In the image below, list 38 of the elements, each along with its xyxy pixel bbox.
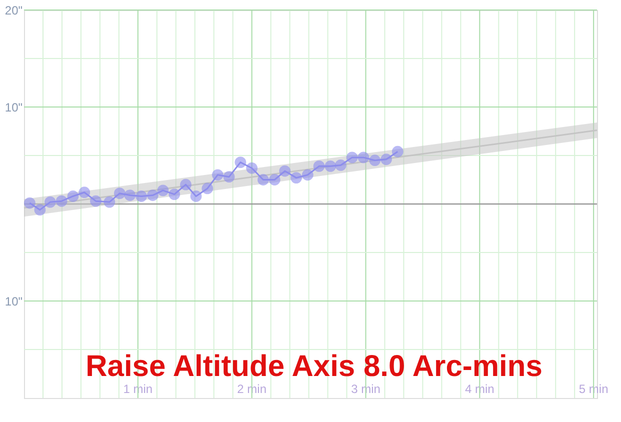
point (313, 160, 325, 172)
point (268, 174, 280, 186)
point (358, 152, 370, 164)
point (24, 197, 36, 209)
y-tick-label: 20" (4, 4, 22, 18)
point (180, 178, 192, 190)
point (290, 172, 302, 184)
annotation: Raise Altitude Axis 8.0 Arc-mins (86, 350, 542, 383)
point (380, 154, 392, 166)
point (369, 154, 381, 166)
point (234, 156, 246, 168)
y-tick-label: 10" (4, 294, 22, 308)
point (392, 146, 404, 158)
point (104, 196, 116, 208)
point (279, 165, 291, 177)
point (302, 169, 314, 181)
point (90, 195, 102, 207)
point (346, 152, 358, 164)
point (324, 160, 336, 172)
point (246, 162, 258, 174)
point (34, 204, 46, 216)
point (202, 182, 214, 194)
point (223, 171, 235, 183)
point (334, 160, 346, 171)
point (124, 190, 136, 201)
point (136, 190, 148, 202)
point (44, 196, 56, 208)
point (147, 190, 158, 201)
point (190, 190, 202, 202)
y-tick-label: 10" (4, 100, 22, 114)
point (67, 190, 79, 202)
point (56, 195, 68, 207)
point (258, 174, 269, 186)
point (114, 188, 126, 200)
point (168, 188, 180, 200)
point (212, 169, 224, 181)
point (157, 184, 169, 196)
point (78, 186, 90, 198)
